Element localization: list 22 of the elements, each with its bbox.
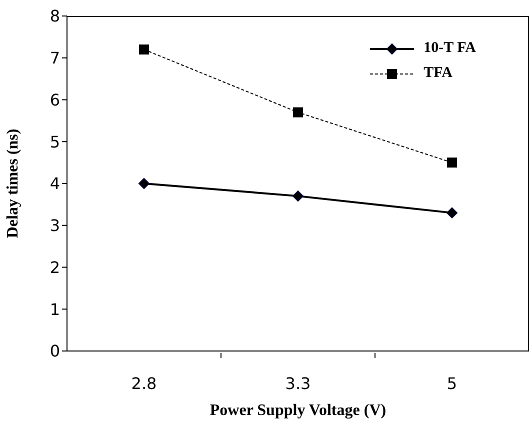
point bbox=[293, 107, 303, 118]
legend-label: TFA bbox=[424, 65, 453, 82]
y-tick-label: 0 bbox=[50, 342, 60, 361]
point bbox=[139, 44, 149, 54]
point bbox=[138, 178, 150, 189]
y-tick-label: 2 bbox=[50, 258, 60, 277]
x-axis-title: Power Supply Voltage (V) bbox=[210, 402, 386, 419]
point bbox=[292, 190, 304, 202]
x-tick-label: 5 bbox=[446, 374, 458, 393]
y-axis-title: Delay times (ns) bbox=[4, 128, 22, 238]
y-tick-label: 8 bbox=[50, 6, 60, 26]
point bbox=[446, 207, 458, 218]
y-tick-label: 3 bbox=[50, 216, 60, 236]
legend-label: 10-T FA bbox=[424, 40, 476, 57]
x-tick-label: 3.3 bbox=[285, 374, 311, 393]
point bbox=[447, 158, 457, 168]
y-tick-label: 1 bbox=[50, 300, 60, 319]
y-tick-label: 4 bbox=[50, 174, 60, 194]
y-tick-label: 5 bbox=[50, 132, 60, 152]
y-tick-label: 6 bbox=[50, 90, 60, 110]
y-tick-label: 7 bbox=[50, 48, 60, 68]
x-tick-label: 2.8 bbox=[131, 374, 157, 393]
